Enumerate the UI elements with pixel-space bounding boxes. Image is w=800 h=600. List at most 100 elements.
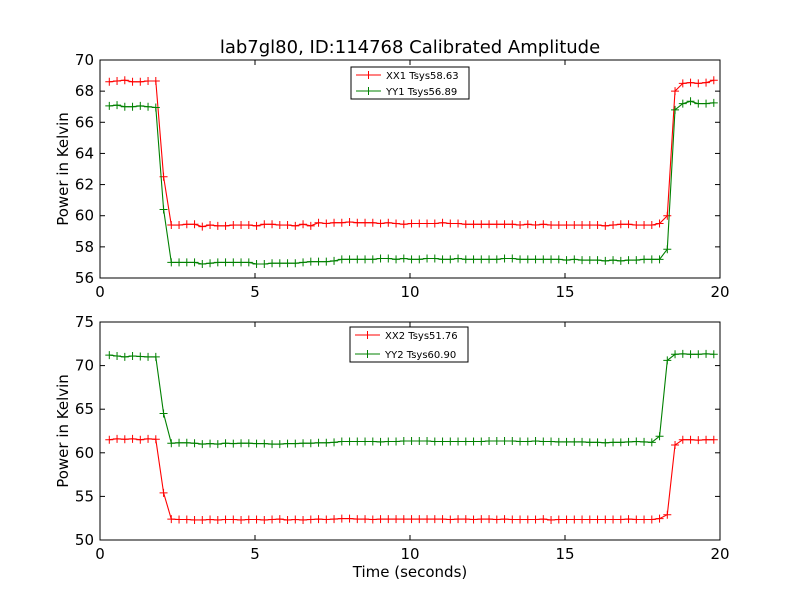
data-point [182,438,191,447]
data-point [291,259,300,268]
data-point [415,437,424,446]
data-point [554,515,563,524]
data-point [144,434,153,443]
data-point [709,350,718,359]
data-point [399,437,408,446]
data-point [167,258,176,267]
data-point [314,515,323,524]
data-point [268,440,277,449]
data-point [415,515,424,524]
data-point [299,515,308,524]
series-xx [105,76,718,231]
data-point [353,515,362,524]
data-point [237,439,246,448]
data-point [485,515,494,524]
data-point [144,102,153,111]
data-point [601,256,610,265]
y-tick-label: 65 [75,400,94,418]
data-point [113,434,122,443]
data-point [694,79,703,88]
data-point [128,352,137,361]
data-point [105,435,114,444]
data-point [678,79,687,88]
data-point [252,515,261,524]
data-point [198,259,207,268]
data-point [407,255,416,264]
data-point [330,515,339,524]
legend: XX1 Tsys58.63 YY1 Tsys56.89 [350,66,470,100]
data-point [415,219,424,228]
legend-swatch-marker [363,331,372,339]
data-point [492,220,501,229]
data-point [671,440,680,449]
data-point [198,440,207,449]
data-point [136,77,145,86]
data-point [671,105,680,114]
data-point [221,258,230,267]
data-point [392,515,401,524]
data-point [190,220,199,229]
data-point [175,438,184,447]
data-point [175,515,184,524]
data-point [492,437,501,446]
data-point [593,221,602,230]
data-point [314,438,323,447]
data-point [663,211,672,220]
data-point [368,218,377,227]
data-point [198,515,207,524]
x-tick-label: 0 [95,283,105,301]
data-point [485,255,494,264]
data-point [306,257,315,266]
data-point [539,437,548,446]
data-point [244,221,253,230]
data-point [105,351,114,360]
data-point [252,439,261,448]
data-point [136,435,145,444]
data-point [438,437,447,446]
data-point [221,439,230,448]
data-point [128,102,137,111]
series-yy [105,97,718,268]
data-point [554,437,563,446]
data-point [291,439,300,448]
data-point [415,255,424,264]
data-point [547,255,556,264]
data-point [655,255,664,264]
data-point [306,439,315,448]
data-point [632,256,641,265]
data-point [492,515,501,524]
data-point [516,255,525,264]
y-axis-label: Power in Kelvin [54,374,72,488]
data-point [430,254,439,263]
data-point [120,76,129,85]
data-point [392,255,401,264]
data-point [368,255,377,264]
x-tick-label: 15 [555,545,574,563]
data-point [260,439,269,448]
data-point [686,435,695,444]
data-point [469,437,478,446]
legend-swatch-marker [364,87,373,95]
data-point [454,515,463,524]
data-point [562,515,571,524]
bottom-plot: 0 5 10 15 20 50 55 60 65 70 75 Power in Kelvin XX2 T… [54,313,730,563]
y-tick-label: 58 [75,238,94,256]
data-point [578,256,587,265]
data-point [547,515,556,524]
data-point [190,258,199,267]
data-point [609,438,618,447]
data-point [407,515,416,524]
data-point [500,437,509,446]
data-point [647,221,656,230]
data-point [430,437,439,446]
data-point [206,439,215,448]
data-point [477,220,486,229]
data-point [353,218,362,227]
data-point [616,256,625,265]
data-point [585,256,594,265]
data-point [283,259,292,268]
data-point [709,435,718,444]
data-point [213,258,222,267]
data-point [113,77,122,86]
data-point [206,259,215,268]
